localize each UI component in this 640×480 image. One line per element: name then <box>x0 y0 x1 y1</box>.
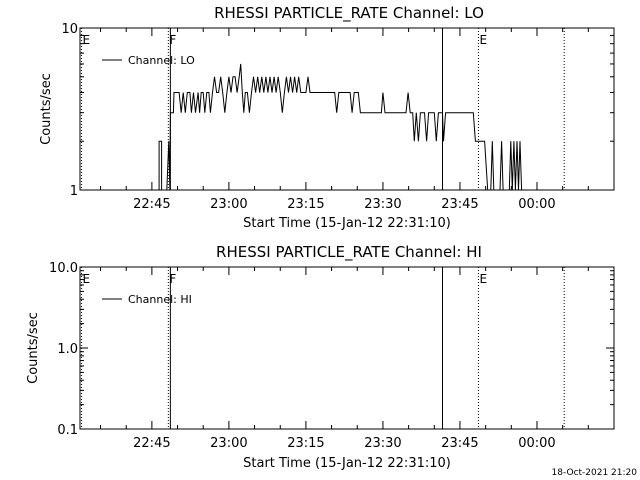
legend-label: Channel: HI <box>128 293 192 306</box>
plot-area: 22:45 23:00 23:15 23:30 23:45 00:00 1 10 E F E Chan… <box>61 22 615 212</box>
x-tick-label: 23:15 <box>287 197 324 212</box>
event-marker-label: E <box>83 33 91 47</box>
render-timestamp: 18-Oct-2021 21:20 <box>552 468 638 478</box>
x-tick-label: 23:30 <box>364 197 401 212</box>
event-marker-label: E <box>83 272 91 286</box>
chart-title: RHESSI PARTICLE_RATE Channel: LO <box>214 4 484 23</box>
x-axis-label: Start Time (15-Jan-12 22:31:10) <box>243 456 451 471</box>
y-tick-label: 1 <box>70 184 78 199</box>
y-tick-label: 1.0 <box>57 342 78 357</box>
x-tick-label: 22:45 <box>133 436 170 451</box>
x-tick-label: 23:45 <box>441 436 478 451</box>
y-tick-label: 0.1 <box>57 423 78 438</box>
panel-lo-channel: RHESSI PARTICLE_RATE Channel: LO Counts/… <box>39 4 615 231</box>
x-tick-label: 23:45 <box>441 197 478 212</box>
x-tick-label: 22:45 <box>133 197 170 212</box>
x-tick-label: 00:00 <box>518 436 555 451</box>
y-tick-label: 10 <box>61 22 78 37</box>
y-tick-label: 10.0 <box>49 261 78 276</box>
event-marker-label: F <box>169 272 176 286</box>
x-tick-label: 23:15 <box>287 436 324 451</box>
x-axis-label: Start Time (15-Jan-12 22:31:10) <box>243 216 451 231</box>
x-tick-label: 00:00 <box>518 197 555 212</box>
event-marker-label: F <box>169 33 176 47</box>
event-marker-label: E <box>479 272 487 286</box>
series-line <box>158 63 523 191</box>
legend-label: Channel: LO <box>128 54 195 67</box>
x-tick-label: 23:00 <box>210 197 247 212</box>
x-tick-label: 23:30 <box>364 436 401 451</box>
chart-title: RHESSI PARTICLE_RATE Channel: HI <box>216 243 482 262</box>
y-axis-label: Counts/sec <box>26 312 41 384</box>
panel-hi-channel: RHESSI PARTICLE_RATE Channel: HI Counts/… <box>26 243 615 471</box>
y-axis-label: Counts/sec <box>39 73 54 145</box>
event-marker-label: E <box>479 33 487 47</box>
x-tick-label: 23:00 <box>210 436 247 451</box>
axes-frame <box>79 27 615 191</box>
plot-area: 22:45 23:00 23:15 23:30 23:45 00:00 0.1 1.0 10.0… <box>49 261 615 451</box>
